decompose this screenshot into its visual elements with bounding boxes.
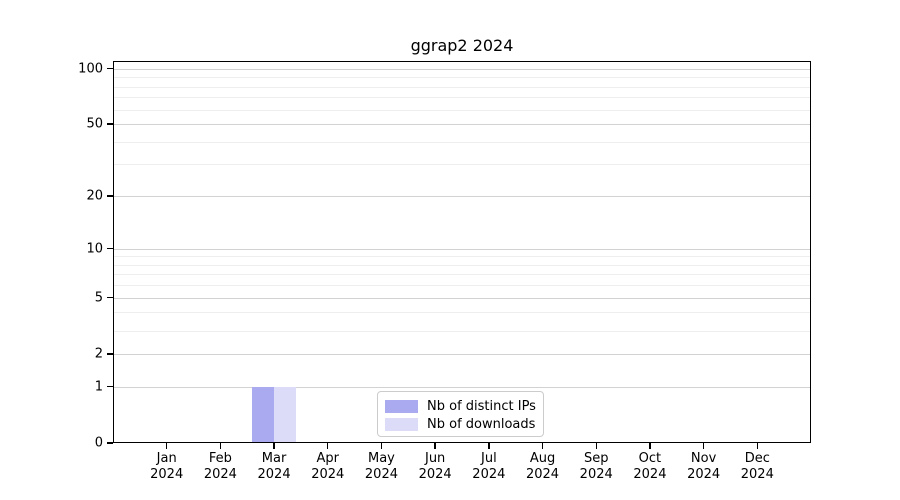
y-tick-label: 2 — [94, 346, 103, 362]
x-tick-label: Aug 2024 — [525, 451, 560, 482]
y-tick-label: 50 — [86, 116, 103, 132]
y-tick-label: 5 — [94, 290, 103, 306]
x-tick-label: Jun 2024 — [418, 451, 452, 482]
plot-area — [113, 61, 811, 443]
y-tick-label: 10 — [86, 241, 103, 256]
y-tick — [107, 386, 113, 388]
y-tick — [107, 123, 113, 125]
y-tick — [107, 195, 113, 197]
y-tick-label: 20 — [86, 188, 103, 204]
x-tick-label: May 2024 — [364, 451, 398, 482]
x-tick-label: Dec 2024 — [740, 451, 774, 482]
x-tick — [434, 443, 436, 449]
y-tick — [107, 353, 113, 355]
x-tick — [165, 443, 168, 449]
x-tick-label: Sep 2024 — [579, 451, 613, 482]
y-gridline-major — [113, 297, 811, 299]
y-gridline-major — [113, 386, 811, 388]
legend-label-distinct-ips: Nb of distinct IPs — [427, 398, 536, 414]
legend-item-downloads: Nb of downloads — [385, 416, 536, 432]
x-tick — [595, 443, 597, 449]
x-tick-label: Oct 2024 — [633, 451, 667, 482]
x-tick — [273, 443, 275, 449]
y-gridline-minor — [113, 86, 811, 88]
y-gridline-minor — [113, 141, 811, 143]
bar-nb-of-distinct-ips-mar — [252, 386, 275, 443]
legend-item-distinct-ips: Nb of distinct IPs — [385, 398, 536, 414]
y-gridline-major — [113, 196, 811, 198]
x-tick — [327, 443, 329, 449]
x-tick-label: Feb 2024 — [203, 451, 237, 482]
y-gridline-major — [113, 248, 811, 250]
y-gridline-minor — [113, 264, 811, 266]
x-tick — [756, 443, 758, 449]
y-tick — [107, 247, 113, 250]
y-gridline-minor — [113, 109, 811, 111]
x-tick — [488, 443, 490, 449]
x-tick-label: Nov 2024 — [687, 451, 721, 482]
x-tick — [649, 443, 651, 449]
y-gridline-minor — [113, 97, 811, 99]
x-tick-label: Apr 2024 — [311, 451, 345, 482]
y-tick-label: 100 — [78, 61, 103, 77]
chart-title: ggrap2 2024 — [410, 36, 514, 55]
x-tick-label: Jan 2024 — [150, 451, 184, 482]
y-gridline-minor — [113, 256, 811, 258]
y-tick — [107, 67, 113, 70]
y-gridline-minor — [113, 274, 811, 276]
bar-nb-of-downloads-mar — [274, 386, 297, 443]
y-gridline-minor — [113, 330, 811, 332]
x-tick — [702, 443, 705, 449]
y-gridline-major — [113, 353, 811, 355]
x-tick — [219, 443, 222, 449]
x-tick-label: Mar 2024 — [257, 451, 291, 482]
y-gridline-major — [113, 124, 811, 126]
y-tick — [107, 296, 113, 299]
x-tick-label: Jul 2024 — [472, 451, 506, 482]
y-gridline-minor — [113, 285, 811, 287]
x-tick — [541, 443, 544, 449]
legend-label-downloads: Nb of downloads — [427, 416, 536, 432]
y-tick-label: 1 — [94, 379, 103, 395]
y-gridline-minor — [113, 164, 811, 166]
legend-swatch-distinct-ips — [385, 399, 418, 413]
y-tick — [107, 442, 113, 444]
y-gridline-minor — [113, 312, 811, 314]
y-gridline-minor — [113, 77, 811, 79]
legend: Nb of distinct IPs Nb of downloads — [377, 391, 544, 437]
y-gridline-major — [113, 68, 811, 70]
legend-swatch-downloads — [385, 417, 418, 431]
x-tick — [380, 443, 383, 449]
y-tick-label: 0 — [94, 435, 103, 451]
